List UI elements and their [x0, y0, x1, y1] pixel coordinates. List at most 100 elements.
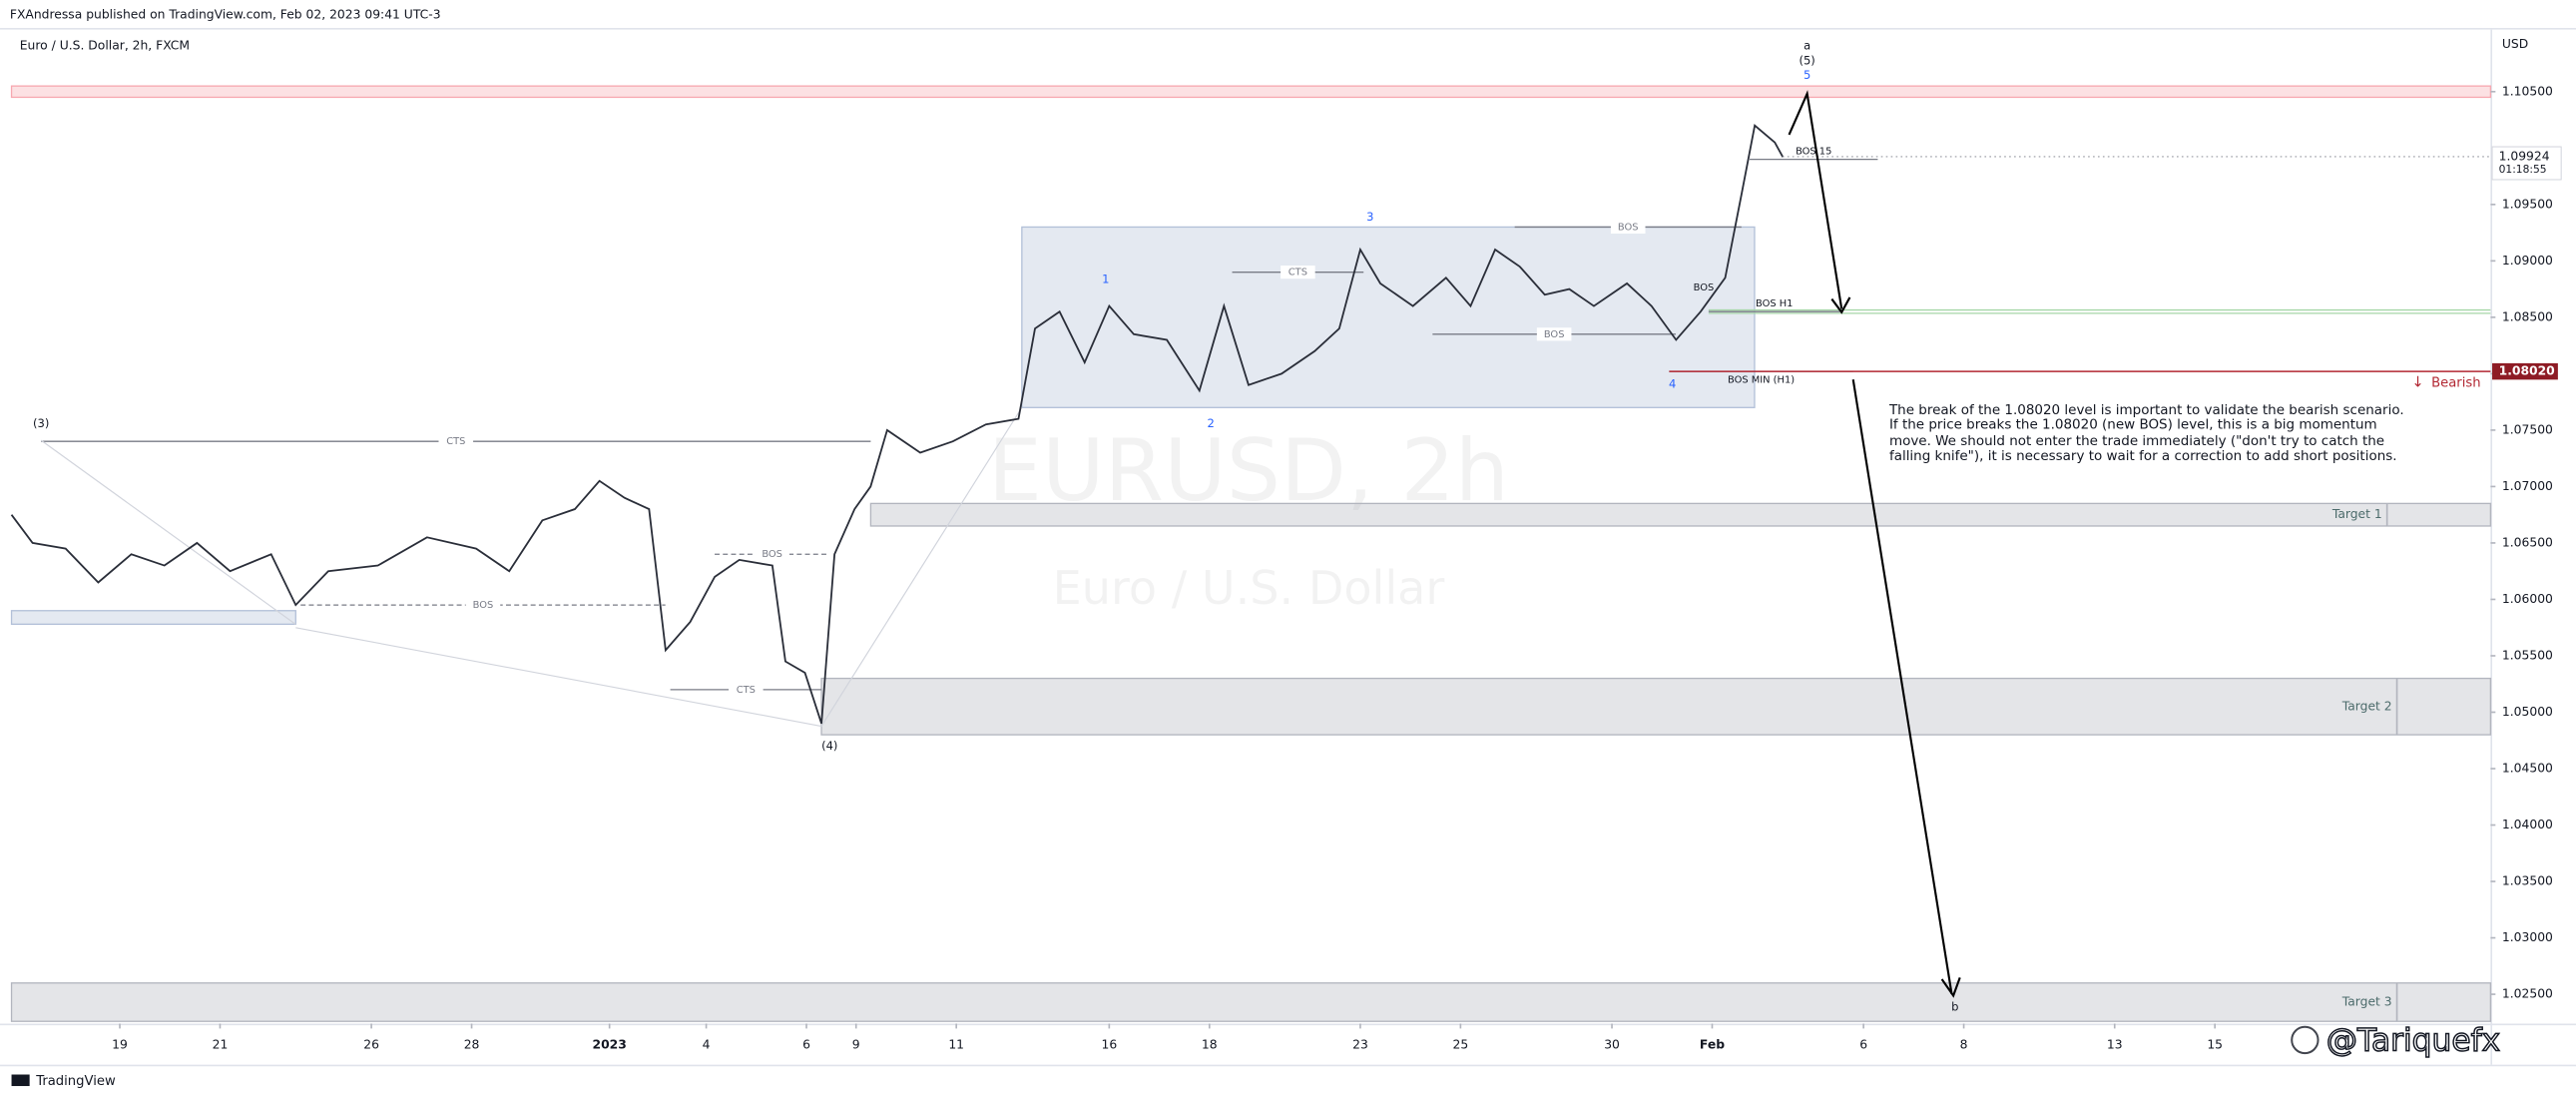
level-label: BOS H1: [1756, 298, 1793, 309]
watermark: EURUSD, 2h: [988, 422, 1509, 521]
footer-logo: TradingView: [11, 1074, 116, 1089]
zone-label: Target 3: [2341, 994, 2392, 1008]
y-tick-label: 1.04000: [2502, 818, 2553, 831]
y-tick-label: 1.03000: [2502, 930, 2553, 944]
zone: [10, 982, 2492, 1022]
bearish-arrow: ↓: [2411, 374, 2423, 391]
last-price: 1.09924: [2499, 149, 2550, 163]
note-box: The break of the 1.08020 level is import…: [1888, 402, 2404, 464]
y-tick-label: 1.03500: [2502, 874, 2553, 888]
x-tick-label: 9: [852, 1037, 860, 1051]
zone: [1021, 226, 1756, 408]
x-tick-label: 28: [464, 1037, 480, 1051]
bearish-text: Bearish: [2431, 376, 2480, 391]
x-tick-label: 18: [1202, 1037, 1218, 1051]
y-tick-label: 1.02500: [2502, 987, 2553, 1001]
watermark-subtitle: Euro / U.S. Dollar: [1053, 561, 1445, 615]
level-label-bg: [755, 547, 789, 561]
wave-label: 5: [1803, 68, 1810, 82]
level-label-bg: [1536, 327, 1572, 341]
y-tick-label: 1.09000: [2502, 254, 2553, 268]
arrow-head: [1940, 977, 1961, 998]
trend-guide: [820, 406, 1023, 727]
zone-label: Target 1: [2331, 507, 2382, 521]
y-tick-label: 1.04500: [2502, 762, 2553, 776]
credit-icon: [2291, 1025, 2319, 1055]
y-tick-label: 1.08500: [2502, 309, 2553, 323]
x-tick-label: 8: [1960, 1037, 1968, 1051]
level-label: BOS 15: [1796, 146, 1831, 157]
level-label-bg: [438, 434, 474, 448]
level-label-bg: [1281, 266, 1315, 279]
x-tick-label: Feb: [1700, 1037, 1725, 1051]
arrow-path: [1851, 379, 1953, 995]
y-tick-label: 1.07000: [2502, 479, 2553, 493]
x-tick-label: 13: [2107, 1037, 2123, 1051]
y-tick-label: 1.06500: [2502, 535, 2553, 549]
axis-unit: USD: [2502, 37, 2528, 51]
trend-guide: [40, 439, 296, 625]
x-tick-label: 11: [948, 1037, 964, 1051]
plot: Target 1 Target 2 Target 3 1.02500 1.03000 1.…: [10, 39, 2562, 1051]
level-label: BOS: [1618, 222, 1639, 233]
x-tick-label: 25: [1453, 1037, 1469, 1051]
header: FXAndressa published on TradingView.com,…: [10, 7, 441, 21]
logo-mark: [11, 1074, 30, 1087]
level-label: BOS: [762, 549, 782, 560]
wave-label: a: [1803, 39, 1810, 53]
chart-title: Euro / U.S. Dollar, 2h, FXCM: [20, 39, 190, 53]
level-label: BOS: [1544, 329, 1565, 340]
trend-guide: [295, 627, 822, 728]
level-label-bg: [729, 683, 764, 697]
wave-label: 4: [1669, 377, 1676, 391]
y-tick-label: 1.10500: [2502, 84, 2553, 98]
countdown: 01:18:55: [2499, 163, 2547, 176]
arrows: [1788, 90, 1961, 998]
y-tick-label: 1.07500: [2502, 422, 2553, 436]
footer: TradingView: [35, 1074, 116, 1089]
y-tick-label: 1.05500: [2502, 648, 2553, 662]
last-price-tag: [2491, 146, 2562, 181]
x-tick-label: 16: [1102, 1037, 1118, 1051]
zone: [869, 502, 2492, 527]
bearish-price: 1.08020: [2499, 364, 2555, 378]
level-label: BOS: [473, 600, 494, 611]
y-tick-label: 1.09500: [2502, 197, 2553, 211]
arrow-path: [1788, 90, 1843, 309]
level-label: CTS: [737, 685, 756, 696]
x-tick-label: 23: [1352, 1037, 1368, 1051]
wave-label: BOS: [1694, 282, 1715, 293]
level-label: CTS: [446, 436, 465, 447]
zone: [10, 610, 296, 625]
x-tick-label: 21: [213, 1037, 229, 1051]
zone: [820, 677, 2492, 736]
y-tick-label: 1.06000: [2502, 592, 2553, 606]
bearish-price-tag: [2492, 362, 2558, 380]
level-label-bg: [465, 598, 501, 612]
x-tick-label: 19: [112, 1037, 128, 1051]
wave-label: b: [1951, 1000, 1958, 1014]
x-tick-label: 30: [1604, 1037, 1620, 1051]
level-label: BOS MIN (H1): [1728, 374, 1795, 385]
x-tick-label: 4: [703, 1037, 711, 1051]
x-tick-label: 6: [1859, 1037, 1867, 1051]
wave-label: (5): [1799, 53, 1814, 67]
zone: [10, 85, 2492, 99]
wave-label: 3: [1366, 210, 1373, 224]
wave-label: 1: [1102, 272, 1109, 285]
note: The break of the 1.08020 level is import…: [1888, 402, 2404, 464]
y-tick-label: 1.05000: [2502, 705, 2553, 719]
credit: @Tariquefx: [2291, 1022, 2501, 1059]
level-label: CTS: [1288, 268, 1307, 278]
x-tick-label: 15: [2207, 1037, 2223, 1051]
zone-label: Target 2: [2341, 699, 2392, 713]
credit-text: @Tariquefx: [2326, 1023, 2500, 1059]
price-line: [10, 124, 1785, 725]
wave-label: (3): [33, 416, 49, 430]
level-label-bg: [1610, 220, 1646, 235]
arrow-head: [1830, 296, 1851, 314]
wave-label: (4): [821, 739, 837, 753]
x-tick-label: 2023: [593, 1037, 627, 1051]
